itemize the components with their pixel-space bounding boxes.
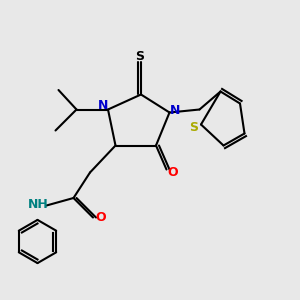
- Text: O: O: [168, 166, 178, 179]
- Text: S: S: [135, 50, 144, 63]
- Text: NH: NH: [28, 197, 49, 211]
- Text: N: N: [98, 99, 109, 112]
- Text: S: S: [189, 121, 198, 134]
- Text: N: N: [170, 103, 180, 117]
- Text: O: O: [95, 211, 106, 224]
